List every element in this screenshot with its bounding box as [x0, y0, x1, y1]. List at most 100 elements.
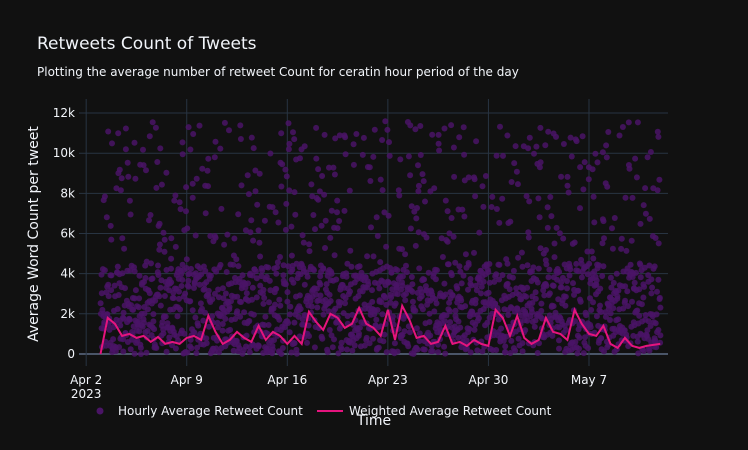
hourly-point	[640, 294, 647, 301]
hourly-point	[336, 218, 343, 224]
hourly-point	[105, 128, 112, 135]
x-tick-label: May 7	[571, 373, 607, 387]
hourly-point	[344, 313, 351, 320]
hourly-point	[356, 263, 363, 270]
hourly-point	[198, 271, 205, 278]
hourly-point	[187, 298, 194, 305]
hourly-point	[301, 281, 308, 288]
hourly-point	[148, 260, 154, 267]
hourly-point	[436, 147, 443, 154]
hourly-point	[338, 346, 345, 353]
hourly-point	[174, 313, 181, 320]
hourly-point	[571, 291, 577, 298]
hourly-point	[541, 292, 548, 299]
hourly-point	[187, 336, 194, 343]
hourly-point	[656, 176, 663, 183]
hourly-point	[250, 237, 257, 244]
hourly-point	[290, 279, 297, 286]
hourly-point	[322, 245, 328, 251]
chart-subtitle: Plotting the average number of retweet C…	[37, 65, 519, 79]
hourly-point	[233, 256, 240, 263]
hourly-point	[379, 137, 386, 143]
hourly-point	[211, 154, 218, 161]
hourly-point	[460, 272, 467, 279]
hourly-point	[562, 302, 569, 309]
hourly-point	[599, 273, 606, 279]
legend[interactable]: Hourly Average Retweet Count Weighted Av…	[96, 404, 552, 418]
hourly-point	[408, 274, 415, 280]
hourly-point	[163, 169, 170, 176]
hourly-point	[532, 317, 539, 324]
hourly-point	[491, 278, 498, 285]
hourly-point	[415, 229, 422, 236]
hourly-point	[189, 180, 196, 187]
hourly-point	[610, 279, 617, 286]
hourly-point	[449, 292, 456, 299]
hourly-point	[640, 202, 647, 209]
hourly-point	[510, 267, 517, 274]
hourly-point	[655, 240, 662, 247]
hourly-point	[168, 235, 175, 242]
hourly-point	[238, 299, 244, 305]
hourly-point	[383, 243, 390, 250]
hourly-point	[575, 287, 582, 294]
hourly-point	[241, 309, 248, 316]
hourly-point	[435, 131, 442, 138]
hourly-point	[356, 330, 362, 337]
hourly-point	[655, 327, 662, 333]
hourly-point	[157, 302, 164, 309]
hourly-point	[369, 287, 375, 294]
hourly-point	[149, 119, 156, 126]
hourly-point	[535, 265, 542, 272]
hourly-point	[230, 347, 237, 354]
hourly-point	[525, 229, 532, 236]
hourly-point	[415, 182, 422, 189]
hourly-point	[334, 225, 341, 232]
hourly-point	[413, 325, 420, 332]
hourly-point	[397, 156, 404, 163]
hourly-point	[444, 238, 451, 245]
hourly-point	[523, 193, 530, 200]
hourly-point	[318, 222, 325, 229]
hourly-point	[634, 338, 641, 345]
hourly-point	[202, 309, 209, 316]
hourly-point	[117, 322, 124, 329]
hourly-point	[577, 205, 583, 212]
hourly-point	[154, 159, 161, 165]
hourly-point	[426, 319, 433, 325]
hourly-point	[594, 159, 601, 166]
hourly-point	[107, 222, 114, 229]
legend-item-hourly[interactable]: Hourly Average Retweet Count	[96, 404, 304, 418]
hourly-point	[595, 262, 602, 269]
hourly-point	[480, 278, 487, 285]
hourly-point	[205, 287, 212, 294]
hourly-point	[101, 193, 108, 200]
hourly-point	[564, 182, 571, 189]
hourly-point	[333, 276, 340, 283]
hourly-point	[155, 272, 162, 278]
hourly-point	[503, 333, 510, 340]
hourly-point	[296, 292, 303, 299]
hourly-point	[313, 124, 320, 131]
hourly-point	[433, 300, 440, 307]
hourly-point	[162, 313, 169, 320]
hourly-point	[640, 348, 647, 354]
hourly-point	[498, 325, 505, 332]
hourly-point	[183, 265, 190, 271]
hourly-point	[136, 295, 143, 302]
hourly-point	[496, 276, 503, 283]
hourly-point	[217, 261, 224, 268]
hourly-point	[556, 345, 562, 352]
hourly-point	[423, 234, 430, 241]
hourly-point	[551, 254, 558, 261]
hourly-point	[141, 310, 148, 317]
hourly-point	[373, 214, 380, 221]
hourly-point	[597, 302, 603, 309]
hourly-point	[112, 348, 119, 355]
hourly-point	[396, 192, 403, 199]
hourly-point	[327, 298, 334, 304]
hourly-point	[250, 145, 257, 152]
hourly-point	[613, 270, 620, 277]
legend-item-weighted[interactable]: Weighted Average Retweet Count	[317, 404, 552, 418]
hourly-point	[152, 124, 159, 131]
